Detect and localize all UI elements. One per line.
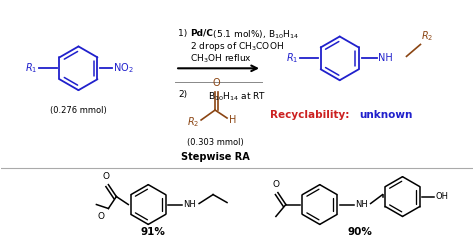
- Text: O: O: [103, 172, 110, 181]
- Text: 90%: 90%: [347, 227, 372, 237]
- Text: Pd/C: Pd/C: [190, 28, 213, 37]
- Text: 2): 2): [178, 90, 187, 99]
- Text: $R_2$: $R_2$: [421, 30, 434, 43]
- Text: O: O: [97, 212, 104, 221]
- Text: B$_{10}$H$_{14}$ at RT: B$_{10}$H$_{14}$ at RT: [208, 90, 266, 103]
- Text: (5.1 mol%), B$_{10}$H$_{14}$: (5.1 mol%), B$_{10}$H$_{14}$: [210, 28, 299, 41]
- Text: unknown: unknown: [360, 110, 413, 120]
- Text: O: O: [273, 180, 279, 189]
- Text: NH: NH: [183, 200, 196, 209]
- Text: NH: NH: [355, 200, 367, 209]
- Text: 2 drops of CH$_3$COOH: 2 drops of CH$_3$COOH: [190, 41, 284, 53]
- Text: $R_2$: $R_2$: [187, 115, 199, 129]
- Text: Recyclability:: Recyclability:: [270, 110, 353, 120]
- Text: H: H: [229, 115, 237, 125]
- Text: Stepwise RA: Stepwise RA: [181, 152, 249, 162]
- Text: OH: OH: [436, 192, 448, 201]
- Text: $R_1$: $R_1$: [286, 52, 299, 65]
- Text: $R_1$: $R_1$: [25, 61, 37, 75]
- Text: (0.303 mmol): (0.303 mmol): [187, 138, 244, 147]
- Text: (0.276 mmol): (0.276 mmol): [50, 106, 107, 115]
- Text: 91%: 91%: [141, 227, 166, 237]
- Text: NH: NH: [378, 53, 392, 63]
- Text: CH$_3$OH reflux: CH$_3$OH reflux: [190, 52, 252, 65]
- Text: 1): 1): [178, 28, 190, 37]
- Text: O: O: [212, 78, 220, 88]
- Text: NO$_2$: NO$_2$: [113, 61, 134, 75]
